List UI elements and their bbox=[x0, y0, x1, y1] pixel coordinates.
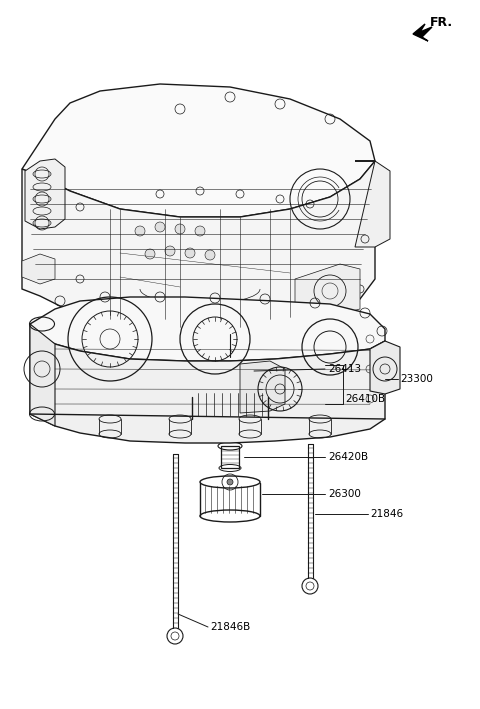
Polygon shape bbox=[25, 159, 65, 229]
Polygon shape bbox=[30, 297, 385, 361]
Polygon shape bbox=[221, 446, 239, 468]
Polygon shape bbox=[413, 24, 432, 41]
Polygon shape bbox=[30, 324, 55, 426]
Circle shape bbox=[302, 578, 318, 594]
Polygon shape bbox=[355, 161, 390, 247]
Polygon shape bbox=[240, 361, 285, 413]
Circle shape bbox=[205, 250, 215, 260]
Circle shape bbox=[195, 226, 205, 236]
Circle shape bbox=[155, 222, 165, 232]
Polygon shape bbox=[30, 324, 385, 443]
Text: FR.: FR. bbox=[430, 16, 453, 29]
Polygon shape bbox=[295, 264, 360, 314]
Polygon shape bbox=[370, 341, 400, 394]
Polygon shape bbox=[22, 161, 375, 337]
Circle shape bbox=[145, 249, 155, 259]
Circle shape bbox=[135, 226, 145, 236]
Circle shape bbox=[227, 479, 233, 485]
Polygon shape bbox=[22, 84, 375, 217]
Circle shape bbox=[167, 628, 183, 644]
Text: 21846: 21846 bbox=[370, 509, 403, 519]
Circle shape bbox=[175, 224, 185, 234]
Text: 26420B: 26420B bbox=[328, 452, 368, 462]
Text: 26413: 26413 bbox=[328, 364, 361, 374]
Circle shape bbox=[185, 248, 195, 258]
Text: 26300: 26300 bbox=[328, 489, 361, 499]
Text: 23300: 23300 bbox=[400, 374, 433, 384]
Polygon shape bbox=[22, 254, 55, 284]
Text: 26410B: 26410B bbox=[345, 394, 385, 404]
Circle shape bbox=[165, 246, 175, 256]
Text: 21846B: 21846B bbox=[210, 622, 250, 632]
